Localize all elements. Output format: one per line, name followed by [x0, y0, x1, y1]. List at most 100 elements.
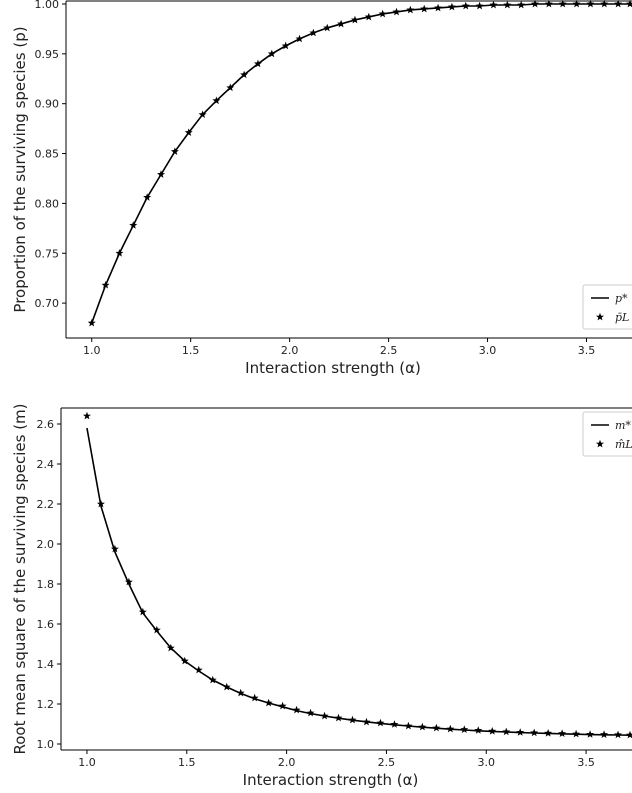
y-tick-label: 1.4	[37, 658, 55, 671]
y-tick-label: 0.90	[35, 98, 60, 111]
star-marker	[406, 5, 415, 14]
star-marker	[600, 0, 609, 8]
star-marker	[226, 83, 235, 92]
y-tick-label: 1.00	[35, 0, 60, 11]
star-marker	[626, 0, 632, 8]
x-tick-label: 1.5	[178, 756, 196, 769]
star-marker	[166, 643, 175, 652]
y-tick-label: 2.2	[37, 498, 55, 511]
y-tick-label: 0.75	[35, 247, 60, 260]
x-tick-label: 3.5	[578, 344, 596, 357]
legend-star-swatch	[596, 312, 604, 321]
star-marker	[460, 725, 469, 733]
y-tick-label: 0.70	[35, 297, 60, 310]
star-marker	[461, 1, 470, 10]
star-marker	[96, 499, 105, 508]
star-marker	[364, 12, 373, 21]
star-marker	[212, 96, 221, 105]
star-marker	[418, 722, 427, 731]
star-marker	[503, 0, 512, 9]
legend-label: p*	[615, 292, 628, 305]
star-marker	[530, 728, 539, 737]
star-marker	[170, 147, 179, 155]
star-marker	[586, 0, 595, 8]
star-marker	[390, 720, 399, 728]
star-marker	[558, 0, 567, 8]
y-tick-label: 2.0	[37, 538, 55, 551]
x-tick-label: 3.0	[479, 344, 497, 357]
star-marker	[306, 708, 315, 717]
legend-label: p̄L	[615, 311, 629, 324]
star-marker	[517, 0, 526, 9]
star-marker	[334, 713, 343, 722]
y-axis-label: Root mean square of the surviving specie…	[11, 403, 29, 754]
y-tick-label: 1.8	[37, 578, 55, 591]
star-marker	[267, 49, 276, 58]
star-marker	[253, 59, 262, 68]
star-marker	[544, 0, 553, 8]
x-tick-label: 2.5	[378, 756, 396, 769]
star-marker	[87, 318, 96, 327]
star-marker	[236, 688, 245, 697]
star-marker	[350, 15, 359, 24]
y-axis-label: Proportion of the surviving species (p)	[11, 26, 29, 312]
star-marker	[152, 625, 161, 634]
star-marker	[404, 721, 413, 730]
x-tick-label: 1.5	[182, 344, 200, 357]
star-marker	[392, 7, 401, 16]
star-marker	[544, 729, 553, 737]
star-marker	[115, 249, 124, 257]
star-marker	[626, 730, 632, 739]
star-marker	[614, 0, 623, 8]
star-marker	[432, 723, 441, 732]
star-marker	[614, 730, 623, 739]
star-marker	[600, 730, 609, 738]
star-marker	[82, 411, 91, 420]
chart-root-mean-square: 1.0 1.5 2.0 2.5 3.0 3.5 1.0 1.2 1.4 1.6 1.8 2.0 2.2 2…	[11, 403, 632, 789]
x-tick-label: 1.0	[83, 344, 101, 357]
y-tick-label: 0.80	[35, 197, 60, 210]
star-marker	[558, 729, 567, 737]
x-tick-label: 3.0	[478, 756, 496, 769]
star-marker	[474, 726, 483, 734]
star-marker	[320, 711, 329, 720]
y-tick-label: 2.6	[37, 418, 55, 431]
y-tick-label: 0.95	[35, 48, 60, 61]
star-marker	[586, 730, 595, 738]
star-marker	[516, 728, 525, 736]
star-marker	[572, 729, 581, 738]
legend-label: m*	[615, 419, 631, 432]
star-marker	[572, 0, 581, 8]
legend-box	[582, 411, 632, 457]
star-marker	[292, 705, 301, 714]
star-marker	[447, 2, 456, 11]
star-marker	[194, 665, 203, 674]
y-tick-label: 1.6	[37, 618, 55, 631]
star-marker	[138, 607, 147, 616]
star-marker	[295, 34, 304, 43]
x-tick-label: 2.0	[278, 756, 296, 769]
star-marker	[101, 280, 110, 289]
legend-box	[582, 284, 632, 330]
legend-label: m̂L	[615, 438, 632, 451]
star-marker	[502, 727, 511, 736]
x-tick-label: 1.0	[78, 756, 96, 769]
star-marker	[348, 715, 357, 724]
star-marker	[488, 727, 497, 735]
y-tick-label: 2.4	[37, 458, 55, 471]
star-marker	[337, 19, 346, 28]
star-marker	[278, 701, 287, 710]
star-marker	[129, 221, 138, 229]
series-line-0	[90, 3, 631, 324]
star-marker	[250, 693, 259, 702]
y-tick-label: 1.0	[37, 738, 55, 751]
star-marker	[198, 110, 207, 119]
y-tick-label: 0.85	[35, 148, 60, 161]
y-tick-label: 1.2	[37, 698, 55, 711]
star-marker	[489, 0, 498, 9]
star-marker	[378, 9, 387, 18]
star-marker	[323, 23, 332, 32]
series-line-0	[86, 427, 631, 736]
star-marker	[180, 656, 189, 665]
star-marker	[157, 170, 165, 178]
